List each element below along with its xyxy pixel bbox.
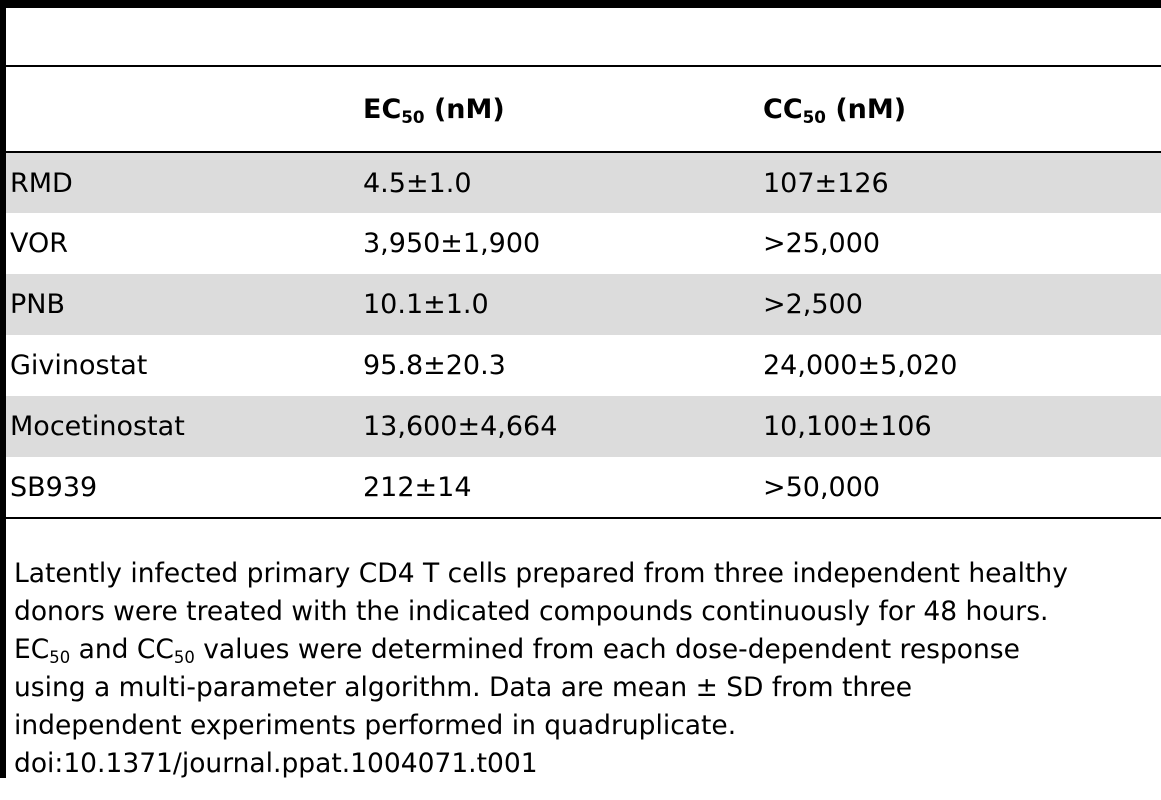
cell-compound: SB939: [10, 471, 98, 503]
footnote-line3-rest: values were determined from each dose-de…: [194, 634, 1020, 665]
table-row: RMD 4.5±1.0 107±126: [6, 152, 1161, 213]
cell-compound: RMD: [10, 167, 73, 199]
table-footnote: Latently infected primary CD4 T cells pr…: [14, 555, 1159, 783]
cell-compound: PNB: [10, 289, 66, 320]
cell-cc50: 10,100±106: [763, 411, 932, 442]
footnote-cc-sub: 50: [173, 647, 195, 667]
top-rule: [0, 0, 1161, 8]
footnote-line: EC50 and CC50 values were determined fro…: [14, 631, 1159, 669]
results-table-container: EC50 (nM) CC50 (nM) RMD 4.5±1.0 107±126 …: [6, 65, 1161, 519]
cell-ec50: 95.8±20.3: [363, 350, 506, 381]
header-compound: [6, 66, 359, 152]
cell-ec50: 10.1±1.0: [363, 289, 489, 320]
header-cc50: CC50 (nM): [759, 66, 1161, 152]
cell-compound: VOR: [10, 228, 69, 259]
footnote-cc: CC: [136, 634, 174, 665]
cell-cc50: 107±126: [763, 167, 889, 199]
footnote-and: and: [70, 634, 137, 665]
table-row: PNB 10.1±1.0 >2,500: [6, 274, 1161, 335]
table-row: Givinostat 95.8±20.3 24,000±5,020: [6, 335, 1161, 396]
footnote-line: independent experiments performed in qua…: [14, 710, 737, 741]
cell-ec50: 212±14: [363, 471, 472, 503]
header-ec50-sub: 50: [401, 106, 425, 127]
footnote-line: Latently infected primary CD4 T cells pr…: [14, 558, 1068, 589]
left-rule: [0, 0, 6, 778]
footnote-ec-sub: 50: [49, 647, 71, 667]
header-ec50-unit: (nM): [424, 93, 505, 125]
footnote-doi[interactable]: doi:10.1371/journal.ppat.1004071.t001: [14, 748, 538, 779]
header-cc50-prefix: CC: [763, 93, 803, 125]
table-header-row: EC50 (nM) CC50 (nM): [6, 66, 1161, 152]
cell-compound: Mocetinostat: [10, 411, 185, 442]
cell-compound: Givinostat: [10, 350, 148, 381]
cell-cc50: 24,000±5,020: [763, 350, 958, 381]
cell-ec50: 3,950±1,900: [363, 228, 541, 259]
header-cc50-unit: (nM): [825, 93, 907, 125]
cell-cc50: >2,500: [763, 289, 863, 320]
footnote-line: donors were treated with the indicated c…: [14, 596, 1049, 627]
results-table: EC50 (nM) CC50 (nM) RMD 4.5±1.0 107±126 …: [6, 65, 1161, 519]
cell-ec50: 13,600±4,664: [363, 411, 558, 442]
cell-cc50: >25,000: [763, 228, 881, 259]
cell-cc50: >50,000: [763, 471, 881, 503]
cell-ec50: 4.5±1.0: [363, 167, 472, 199]
header-cc50-sub: 50: [802, 106, 826, 127]
footnote-line: using a multi-parameter algorithm. Data …: [14, 672, 913, 703]
table-row: Mocetinostat 13,600±4,664 10,100±106: [6, 396, 1161, 457]
header-ec50-prefix: EC: [363, 93, 402, 125]
footnote-ec: EC: [14, 634, 50, 665]
header-ec50: EC50 (nM): [359, 66, 759, 152]
table-row: SB939 212±14 >50,000: [6, 457, 1161, 518]
table-row: VOR 3,950±1,900 >25,000: [6, 213, 1161, 274]
